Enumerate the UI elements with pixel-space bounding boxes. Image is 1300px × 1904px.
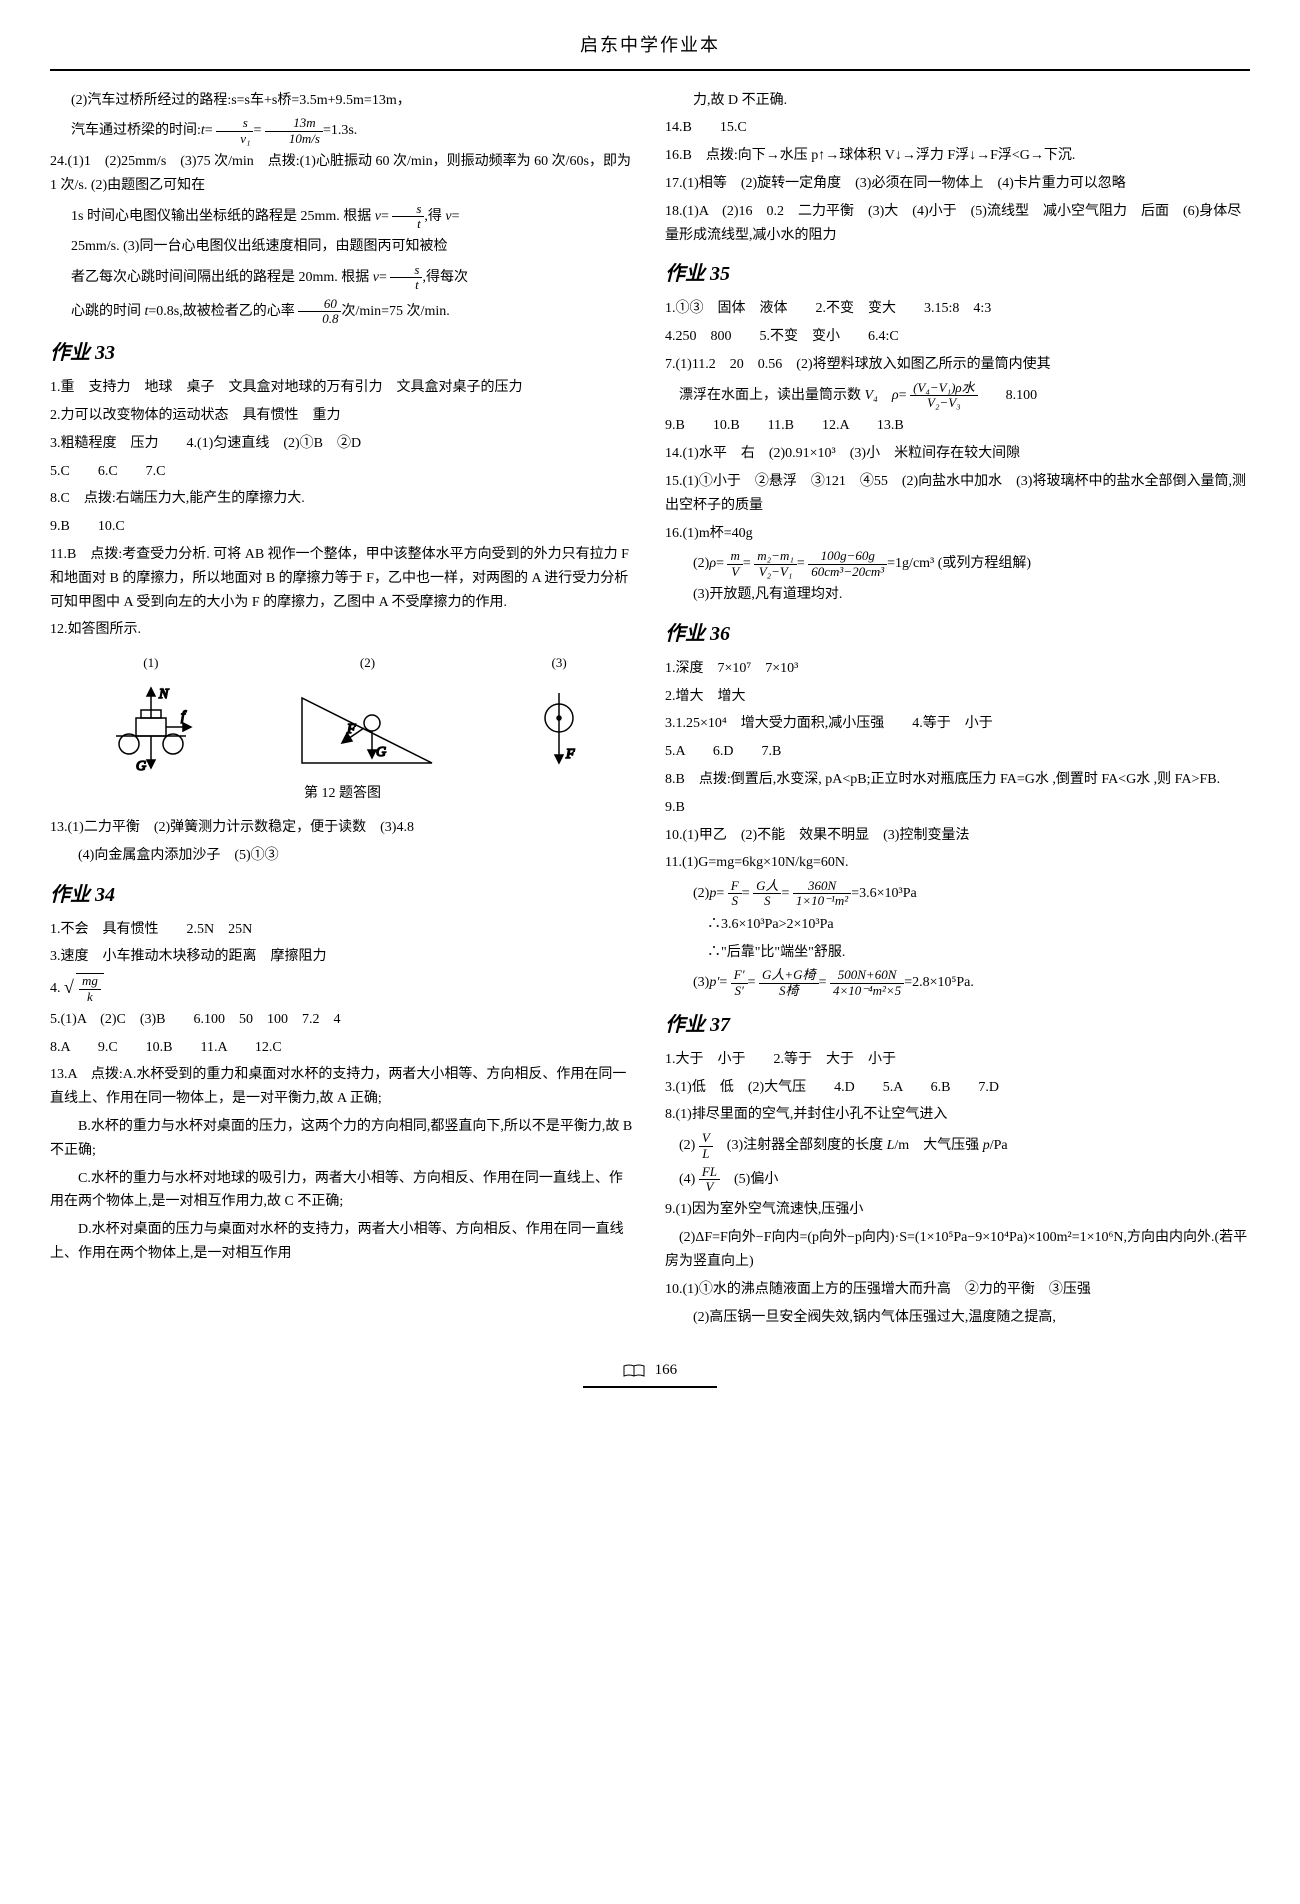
section-title-36: 作业 36 <box>665 617 1250 651</box>
text-line: 12.如答图所示. <box>50 618 635 642</box>
title-rule <box>50 69 1250 71</box>
text-line: (3)开放题,凡有道理均对. <box>665 583 1250 607</box>
text-line: 4.250 800 5.不变 变小 6.4:C <box>665 325 1250 349</box>
text-line: 7.(1)11.2 20 0.56 (2)将塑料球放入如图乙所示的量筒内使其 <box>665 353 1250 377</box>
two-column-layout: (2)汽车过桥所经过的路程:s=s车+s桥=3.5m+9.5m=13m， 汽车通… <box>50 89 1250 1334</box>
svg-text:N: N <box>158 687 169 702</box>
diagram-3: F <box>524 678 594 778</box>
svg-text:G: G <box>376 745 386 760</box>
text-line: 5.C 6.C 7.C <box>50 460 635 484</box>
page-number: 166 <box>655 1362 678 1378</box>
text-line: ∴3.6×10³Pa>2×10³Pa <box>665 913 1250 937</box>
text-line: 2.增大 增大 <box>665 685 1250 709</box>
left-column: (2)汽车过桥所经过的路程:s=s车+s桥=3.5m+9.5m=13m， 汽车通… <box>50 89 635 1334</box>
text-line: 9.B 10.B 11.B 12.A 13.B <box>665 414 1250 438</box>
text-line: B.水杯的重力与水杯对桌面的压力，这两个力的方向相同,都竖直向下,所以不是平衡力… <box>50 1115 635 1163</box>
fig-label: (1) <box>91 652 211 674</box>
text-line: (2)p= FS= G人S= 360N1×10⁻¹m²=3.6×10³Pa <box>665 879 1250 909</box>
svg-text:f: f <box>181 709 187 724</box>
text-line: 25mm/s. (3)同一台心电图仪出纸速度相同，由题图丙可知被检 <box>50 235 635 259</box>
text-line: 13.(1)二力平衡 (2)弹簧测力计示数稳定，便于读数 (3)4.8 <box>50 816 635 840</box>
page-number-area: 166 <box>50 1358 1250 1388</box>
text-line: (2)汽车过桥所经过的路程:s=s车+s桥=3.5m+9.5m=13m， <box>50 89 635 113</box>
figure-caption: 第 12 题答图 <box>50 782 635 806</box>
fig-label: (3) <box>524 652 594 674</box>
text-line: ∴"后靠"比"端坐"舒服. <box>665 941 1250 965</box>
svg-text:G: G <box>136 759 146 774</box>
text-line: 力,故 D 不正确. <box>665 89 1250 113</box>
text-line: 8.C 点拨:右端压力大,能产生的摩擦力大. <box>50 487 635 511</box>
text-line: 17.(1)相等 (2)旋转一定角度 (3)必须在同一物体上 (4)卡片重力可以… <box>665 172 1250 196</box>
text-line: C.水杯的重力与水杯对地球的吸引力，两者大小相等、方向相反、作用在同一直线上、作… <box>50 1167 635 1215</box>
text-line: 10.(1)①水的沸点随液面上方的压强增大而升高 ②力的平衡 ③压强 <box>665 1278 1250 1302</box>
text-line: 9.(1)因为室外空气流速快,压强小 <box>665 1198 1250 1222</box>
section-title-33: 作业 33 <box>50 336 635 370</box>
fig-label: (2) <box>292 652 442 674</box>
text-line: 心跳的时间 t=0.8s,故被检者乙的心率 600.8次/min=75 次/mi… <box>50 297 635 327</box>
text-line: (2)ΔF=F向外−F向内=(p向外−p向内)·S=(1×10⁵Pa−9×10⁴… <box>665 1226 1250 1274</box>
text-line: 3.1.25×10⁴ 增大受力面积,减小压强 4.等于 小于 <box>665 712 1250 736</box>
svg-text:F: F <box>346 722 356 737</box>
svg-text:F: F <box>565 747 575 762</box>
text-line: (4) FLV (5)偏小 <box>665 1165 1250 1195</box>
section-title-35: 作业 35 <box>665 257 1250 291</box>
text-line: 3.粗糙程度 压力 4.(1)匀速直线 (2)①B ②D <box>50 432 635 456</box>
text-line: 2.力可以改变物体的运动状态 具有惯性 重力 <box>50 404 635 428</box>
text-line: 3.速度 小车推动木块移动的距离 摩擦阻力 <box>50 945 635 969</box>
text-line: 1.深度 7×10⁷ 7×10³ <box>665 657 1250 681</box>
text-line: (2) VL (3)注射器全部刻度的长度 L/m 大气压强 p/Pa <box>665 1131 1250 1161</box>
page-title: 启东中学作业本 <box>50 30 1250 61</box>
text-line: 者乙每次心跳时间间隔出纸的路程是 20mm. 根据 v= st,得每次 <box>50 263 635 293</box>
text-line: 5.(1)A (2)C (3)B 6.100 50 100 7.2 4 <box>50 1008 635 1032</box>
text-line: 11.B 点拨:考查受力分析. 可将 AB 视作一个整体，甲中该整体水平方向受到… <box>50 543 635 614</box>
text-line: 漂浮在水面上，读出量筒示数 V₄ ρ= (V₄−V₁)ρ水V₂−V₃ 8.100 <box>665 381 1250 411</box>
text-line: 1.大于 小于 2.等于 大于 小于 <box>665 1048 1250 1072</box>
text-line: 15.(1)①小于 ②悬浮 ③121 ④55 (2)向盐水中加水 (3)将玻璃杯… <box>665 470 1250 518</box>
text-line: 10.(1)甲乙 (2)不能 效果不明显 (3)控制变量法 <box>665 824 1250 848</box>
text-line: 4. mgk <box>50 973 635 1004</box>
figure-12: (1) N f G <box>50 652 635 806</box>
text-line: 5.A 6.D 7.B <box>665 740 1250 764</box>
text-line: 汽车通过桥梁的时间:t= sv₁= 13m10m/s=1.3s. <box>50 116 635 146</box>
text-line: 14.B 15.C <box>665 116 1250 140</box>
section-title-34: 作业 34 <box>50 878 635 912</box>
text-line: 1s 时间心电图仪输出坐标纸的路程是 25mm. 根据 v= st,得 v= <box>50 202 635 232</box>
text-line: 16.(1)m杯=40g <box>665 522 1250 546</box>
text-line: 8.(1)排尽里面的空气,并封住小孔不让空气进入 <box>665 1103 1250 1127</box>
text-line: 3.(1)低 低 (2)大气压 4.D 5.A 6.B 7.D <box>665 1076 1250 1100</box>
text-line: 1.重 支持力 地球 桌子 文具盒对地球的万有引力 文具盒对桌子的压力 <box>50 376 635 400</box>
text-line: (2)ρ= mV= m₂−m₁V₂−V₁= 100g−60g60cm³−20cm… <box>665 549 1250 579</box>
diagram-1: N f G <box>91 678 211 778</box>
text-line: 13.A 点拨:A.水杯受到的重力和桌面对水杯的支持力，两者大小相等、方向相反、… <box>50 1063 635 1111</box>
text-line: 11.(1)G=mg=6kg×10N/kg=60N. <box>665 851 1250 875</box>
text-line: (3)p′= F′S′= G人+G椅S椅= 500N+60N4×10⁻⁴m²×5… <box>665 968 1250 998</box>
section-title-37: 作业 37 <box>665 1008 1250 1042</box>
text-line: (4)向金属盒内添加沙子 (5)①③ <box>50 844 635 868</box>
diagram-2: G F <box>292 678 442 778</box>
text-line: 1.不会 具有惯性 2.5N 25N <box>50 918 635 942</box>
text-line: 9.B 10.C <box>50 515 635 539</box>
text-line: D.水杯对桌面的压力与桌面对水杯的支持力，两者大小相等、方向相反、作用在同一直线… <box>50 1218 635 1266</box>
text-line: 18.(1)A (2)16 0.2 二力平衡 (3)大 (4)小于 (5)流线型… <box>665 200 1250 248</box>
text-line: 16.B 点拨:向下→水压 p↑→球体积 V↓→浮力 F浮↓→F浮<G→下沉. <box>665 144 1250 168</box>
text-line: 1.①③ 固体 液体 2.不变 变大 3.15:8 4:3 <box>665 297 1250 321</box>
text-line: 8.B 点拨:倒置后,水变深, pA<pB;正立时水对瓶底压力 FA=G水 ,倒… <box>665 768 1250 792</box>
text-line: 9.B <box>665 796 1250 820</box>
text-line: (2)高压锅一旦安全阀失效,锅内气体压强过大,温度随之提高, <box>665 1306 1250 1330</box>
text-line: 14.(1)水平 右 (2)0.91×10³ (3)小 米粒间存在较大间隙 <box>665 442 1250 466</box>
text-line: 8.A 9.C 10.B 11.A 12.C <box>50 1036 635 1060</box>
book-icon <box>623 1364 645 1378</box>
text-line: 24.(1)1 (2)25mm/s (3)75 次/min 点拨:(1)心脏振动… <box>50 150 635 198</box>
right-column: 力,故 D 不正确. 14.B 15.C 16.B 点拨:向下→水压 p↑→球体… <box>665 89 1250 1334</box>
